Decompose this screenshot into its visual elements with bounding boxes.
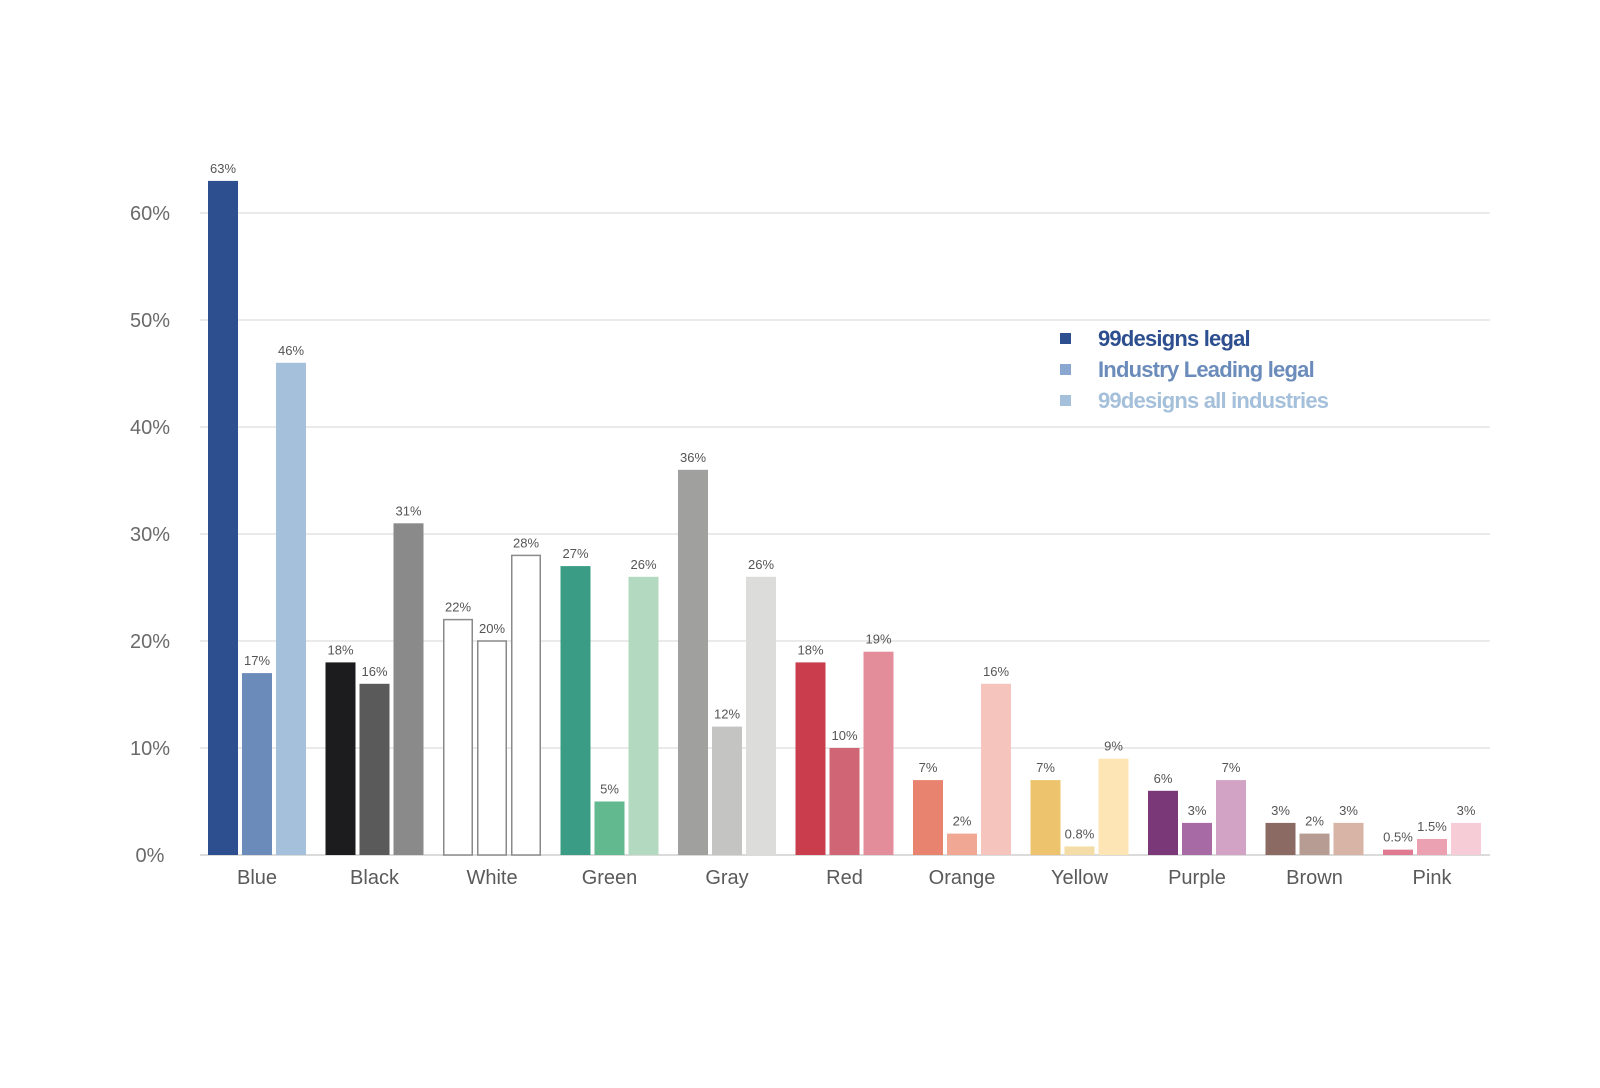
bar: [242, 673, 272, 855]
legend-label: Industry Leading legal: [1098, 356, 1315, 382]
data-label: 0.8%: [1065, 826, 1095, 841]
data-label: 1.5%: [1417, 819, 1447, 834]
bar: [947, 833, 977, 855]
data-label: 31%: [395, 503, 421, 518]
data-label: 18%: [327, 642, 353, 657]
x-tick-label: Brown: [1286, 867, 1343, 889]
data-label: 5%: [600, 782, 619, 797]
bar: [678, 469, 708, 855]
bar: [1299, 833, 1330, 855]
bar: [276, 362, 306, 855]
bar: [1417, 838, 1447, 855]
data-label: 3%: [1457, 803, 1476, 818]
data-label: 0.5%: [1383, 830, 1413, 845]
bar: [1098, 758, 1129, 855]
bar: [1451, 822, 1481, 855]
x-tick-label: Gray: [705, 867, 748, 889]
data-label: 20%: [479, 621, 505, 636]
x-tick-label: Pink: [1413, 867, 1453, 889]
bar: [560, 566, 591, 855]
data-label: 10%: [831, 728, 857, 743]
x-tick-label: Green: [582, 867, 638, 889]
x-tick-label: Purple: [1168, 867, 1226, 889]
bar: [393, 523, 424, 855]
data-label: 17%: [244, 653, 270, 668]
bar: [628, 576, 659, 855]
bar: [1064, 846, 1095, 855]
data-label: 3%: [1188, 803, 1207, 818]
data-label: 26%: [630, 557, 656, 572]
bar: [1265, 822, 1296, 855]
data-label: 9%: [1104, 739, 1123, 754]
data-label: 6%: [1154, 771, 1173, 786]
data-label: 19%: [865, 632, 891, 647]
x-tick-label: Red: [826, 867, 863, 889]
data-label: 12%: [714, 707, 740, 722]
legend-item-industry-leading-legal: Industry Leading legal: [1060, 354, 1328, 385]
data-label: 22%: [445, 600, 471, 615]
legend-swatch: [1060, 364, 1071, 375]
bar: [1030, 780, 1061, 855]
legend-swatch: [1060, 395, 1071, 406]
legend-item-99designs-all-industries: 99designs all industries: [1060, 385, 1329, 416]
bar: [746, 576, 776, 855]
data-label: 18%: [797, 642, 823, 657]
x-tick-label: Blue: [237, 867, 277, 889]
y-tick-label: 20%: [130, 631, 170, 653]
bar: [511, 554, 541, 856]
data-label: 7%: [1036, 760, 1055, 775]
y-tick-label: 10%: [130, 738, 170, 760]
bar: [1148, 790, 1178, 855]
bar: [325, 662, 356, 855]
data-label: 16%: [361, 664, 387, 679]
data-label: 3%: [1339, 803, 1358, 818]
x-tick-label: White: [466, 867, 517, 889]
bar: [594, 801, 625, 855]
data-label: 26%: [748, 557, 774, 572]
bar: [1216, 780, 1246, 855]
data-label: 7%: [1222, 760, 1241, 775]
data-label: 28%: [513, 535, 539, 550]
x-tick-label: Orange: [929, 867, 996, 889]
bar: [477, 640, 507, 856]
y-tick-label: 40%: [130, 417, 170, 439]
legend: 99designs legal Industry Leading legal 9…: [1060, 323, 1329, 416]
y-tick-label: 50%: [130, 310, 170, 332]
data-label: 27%: [562, 546, 588, 561]
bar: [981, 683, 1011, 855]
bar: [1333, 822, 1364, 855]
x-tick-label: Yellow: [1051, 867, 1109, 889]
data-label: 7%: [919, 760, 938, 775]
legend-label: 99designs all industries: [1098, 387, 1329, 413]
legend-swatch: [1060, 333, 1071, 344]
data-label: 46%: [278, 343, 304, 358]
y-tick-label: 0%: [136, 845, 165, 867]
y-tick-label: 30%: [130, 524, 170, 546]
data-label: 63%: [210, 161, 236, 176]
bar: [443, 618, 473, 856]
bar: [208, 180, 238, 855]
bar: [1383, 849, 1413, 855]
data-label: 16%: [983, 664, 1009, 679]
data-label: 2%: [953, 814, 972, 829]
x-tick-label: Black: [350, 867, 400, 889]
bar: [829, 748, 860, 855]
bar: [863, 651, 894, 855]
bar: [795, 662, 826, 855]
legend-item-99designs-legal: 99designs legal: [1060, 323, 1328, 354]
y-tick-label: 60%: [130, 203, 170, 225]
bar: [359, 683, 390, 855]
data-label: 2%: [1305, 814, 1324, 829]
bar: [712, 726, 742, 855]
bar: [1182, 822, 1212, 855]
legend-label: 99designs legal: [1098, 325, 1251, 351]
data-label: 3%: [1271, 803, 1290, 818]
bar: [913, 780, 943, 855]
data-label: 36%: [680, 450, 706, 465]
